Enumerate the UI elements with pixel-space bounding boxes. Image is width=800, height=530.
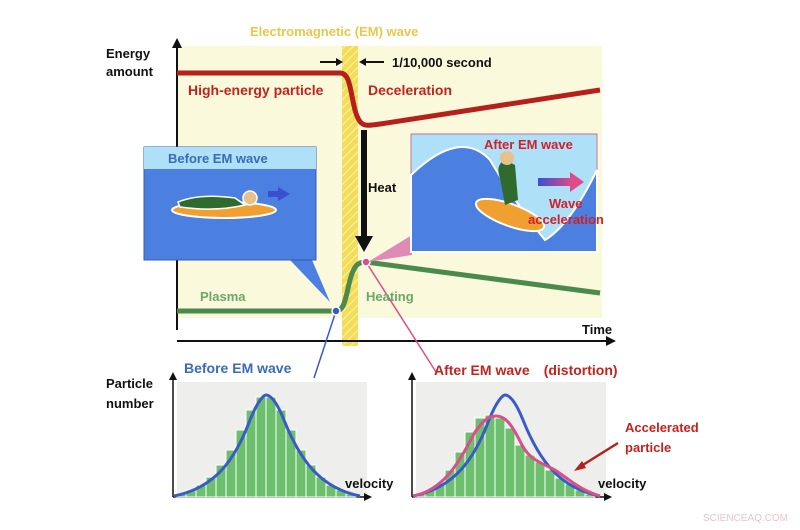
after-histogram-title: After EM wave (distortion) [434, 362, 618, 378]
deceleration-label: Deceleration [368, 82, 453, 98]
accelerated-particle-label-1: Accelerated [625, 420, 699, 435]
em-wave-title: Electromagnetic (EM) wave [250, 24, 419, 39]
particle-number-label-1: Particle [106, 376, 153, 391]
heat-label: Heat [368, 180, 397, 195]
before-histogram-title: Before EM wave [184, 360, 292, 376]
time-axis-label: Time [582, 322, 613, 337]
energy-axis-label-1: Energy [106, 46, 151, 61]
wave-acceleration-label-1: Wave [549, 196, 583, 211]
wave-acceleration-label-2: acceleration [528, 212, 604, 227]
before-panel-title: Before EM wave [168, 151, 268, 166]
velocity-label-left: velocity [345, 476, 394, 491]
particle-number-label-2: number [106, 396, 154, 411]
plasma-label: Plasma [200, 289, 246, 304]
high-energy-particle-label: High-energy particle [188, 82, 324, 98]
duration-label: 1/10,000 second [392, 55, 492, 70]
velocity-label-right: velocity [598, 476, 647, 491]
after-panel-title: After EM wave [484, 137, 573, 152]
watermark: SCIENCEAQ.COM [703, 513, 789, 524]
energy-axis-label-2: amount [106, 64, 153, 79]
accelerated-particle-label-2: particle [625, 440, 672, 455]
heating-label: Heating [366, 289, 414, 304]
